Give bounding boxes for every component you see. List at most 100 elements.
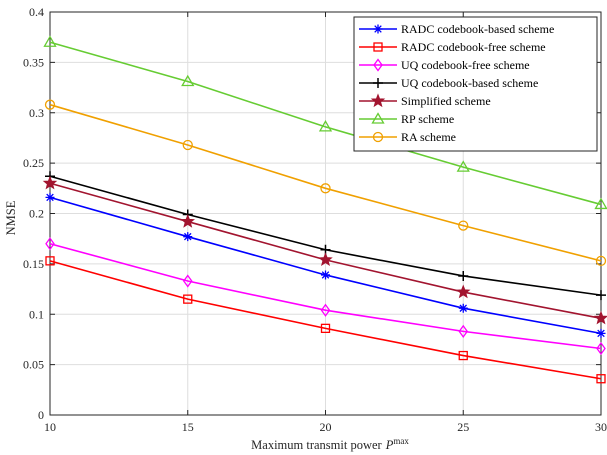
marker-shape	[320, 303, 331, 317]
marker-shape	[596, 290, 606, 301]
marker-shape	[596, 341, 606, 356]
x-axis-label: Maximum transmit power Pmax	[251, 436, 409, 452]
data-point	[44, 99, 56, 110]
y-tick-label: 0.25	[23, 156, 44, 170]
x-axis-label-symbol: P	[385, 438, 394, 452]
marker-shape	[373, 78, 383, 88]
y-tick-label: 0.3	[29, 106, 44, 120]
y-tick-label: 0.1	[29, 307, 44, 321]
data-point	[458, 350, 468, 361]
marker-shape	[595, 255, 607, 267]
data-point	[181, 74, 195, 87]
data-point	[183, 232, 193, 242]
y-axis-label: NMSE	[4, 200, 18, 235]
marker-shape	[318, 120, 333, 132]
marker-shape	[593, 310, 607, 325]
series-line	[49, 242, 602, 350]
legend-label: RADC codebook-based scheme	[401, 22, 554, 36]
data-point	[318, 252, 333, 266]
legend: RADC codebook-based scheme RADC codebook-…	[353, 16, 598, 152]
y-tick-label: 0.15	[23, 257, 44, 271]
marker-shape	[45, 256, 55, 266]
marker-shape	[182, 274, 193, 288]
series-4	[42, 175, 607, 325]
legend-item: Simplified scheme	[359, 93, 491, 108]
y-tick-label: 0.2	[29, 207, 44, 221]
axis-ticks: 10 15 20 25 30 0 0.05 0.1 0.15 0.2 0.25 0.3 0.35 0.4	[23, 5, 607, 434]
legend-marker	[373, 78, 383, 88]
legend-item: UQ codebook-based scheme	[359, 76, 538, 90]
marker-shape	[181, 74, 195, 87]
marker-shape	[44, 99, 56, 110]
legend-label: UQ codebook-based scheme	[401, 76, 538, 90]
legend-label: UQ codebook-free scheme	[401, 58, 530, 72]
series-0	[45, 192, 606, 338]
data-point	[182, 274, 193, 288]
marker-shape	[594, 197, 607, 210]
legend-label: RADC codebook-free scheme	[401, 40, 546, 54]
data-point	[45, 237, 55, 251]
series-1	[45, 256, 606, 384]
series-line	[49, 260, 602, 380]
data-point	[321, 270, 330, 280]
marker-shape	[596, 328, 606, 338]
legend-item: RADC codebook-based scheme	[359, 22, 554, 36]
legend-label: Simplified scheme	[401, 94, 491, 108]
marker-shape	[370, 93, 386, 108]
data-point	[596, 328, 606, 338]
marker-shape	[456, 284, 471, 299]
data-point	[596, 290, 606, 301]
marker-shape	[42, 175, 58, 190]
marker-shape	[318, 252, 333, 266]
y-tick-label: 0.35	[23, 55, 44, 69]
marker-shape	[182, 139, 193, 151]
legend-item: RP scheme	[359, 112, 454, 126]
data-point	[45, 256, 55, 266]
data-point	[458, 270, 469, 281]
marker-shape	[372, 131, 384, 143]
data-point	[595, 255, 607, 267]
data-point	[596, 374, 606, 384]
marker-shape	[458, 270, 469, 281]
y-tick-label: 0.05	[23, 358, 44, 372]
legend-marker	[372, 131, 384, 143]
marker-shape	[320, 323, 331, 334]
x-tick-label: 20	[320, 420, 332, 434]
data-point	[458, 220, 469, 231]
data-point	[593, 310, 607, 325]
legend-item: RA scheme	[359, 130, 456, 144]
data-point	[182, 139, 193, 151]
legend-item: RADC codebook-free scheme	[359, 40, 546, 54]
legend-label: RA scheme	[401, 130, 456, 144]
data-point	[45, 192, 55, 202]
marker-shape	[183, 232, 193, 242]
marker-shape	[458, 324, 469, 338]
marker-shape	[320, 183, 331, 194]
data-point	[594, 197, 607, 210]
marker-shape	[373, 24, 383, 34]
data-point	[183, 294, 193, 304]
marker-shape	[43, 35, 57, 47]
data-point	[320, 303, 331, 317]
legend-label: RP scheme	[401, 112, 454, 126]
series-2	[45, 237, 606, 356]
data-point	[456, 160, 470, 172]
y-tick-label: 0.4	[29, 5, 44, 19]
legend-marker	[371, 112, 385, 124]
x-tick-label: 30	[595, 420, 607, 434]
legend-marker	[373, 42, 383, 52]
legend-marker	[373, 24, 383, 34]
data-point	[458, 324, 469, 338]
data-point	[43, 35, 57, 47]
marker-shape	[321, 270, 330, 280]
marker-shape	[180, 213, 195, 228]
marker-shape	[371, 112, 385, 124]
legend-box	[353, 16, 598, 152]
marker-shape	[596, 374, 606, 384]
series-6	[44, 99, 607, 267]
series-layer	[42, 35, 607, 384]
x-tick-label: 10	[44, 420, 56, 434]
data-point	[42, 175, 58, 190]
data-point	[320, 323, 331, 334]
